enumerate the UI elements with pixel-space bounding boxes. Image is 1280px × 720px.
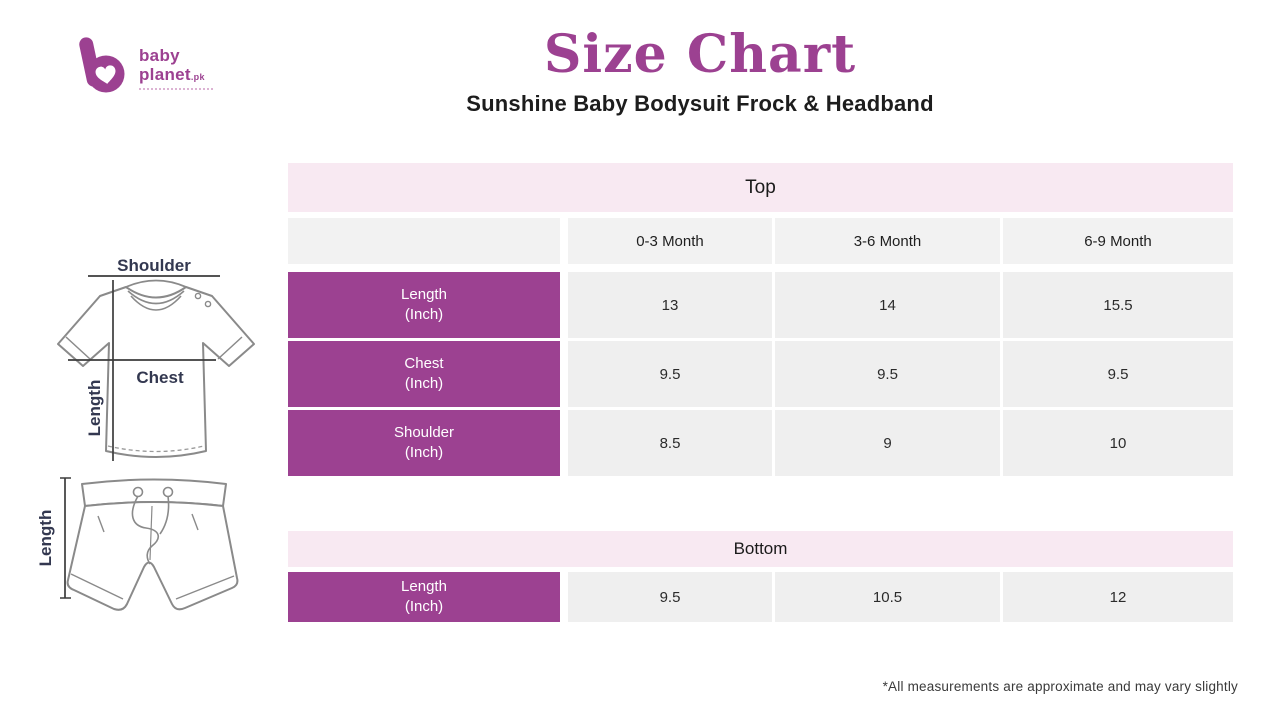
shirt-length-label: Length [85,380,104,437]
leg-cuff-seam [70,573,124,600]
top-section-title: Top [745,176,776,198]
tshirt-diagram: Shoulder Chest Length [57,256,255,461]
leg-cuff-seam [175,575,235,600]
value-cell: 9 [775,410,1000,476]
sleeve-cuff-seam [65,336,91,360]
chest-label: Chest [136,368,184,387]
value-cell: 13 [568,272,772,338]
drawstring [159,495,170,535]
value-cell: 15.5 [1003,272,1233,338]
collar-back-rib [125,279,187,288]
pocket-seam [191,513,199,531]
value-cell: 8.5 [568,410,772,476]
top-section-header: Top [288,163,1233,212]
table-row-length: Length (Inch) 13 14 15.5 [288,272,1233,338]
row-header-chest: Chest (Inch) [288,341,560,407]
value-cell: 9.5 [568,341,772,407]
column-header-6-9-month: 6-9 Month [1003,218,1233,264]
brand-wordmark: baby planet.pk [139,46,213,91]
drawstring-eyelet [162,486,174,498]
bottom-size-table: Bottom Length (Inch) 9.5 10.5 12 [288,531,1233,622]
row-header-length: Length (Inch) [288,272,560,338]
corner-cell [288,218,560,264]
column-header-0-3-month: 0-3 Month [568,218,772,264]
collar-rib [127,290,185,305]
tshirt-outline [57,286,255,458]
row-header-length: Length (Inch) [288,572,560,622]
shoulder-label: Shoulder [117,256,191,275]
brand-domain-suffix: .pk [190,72,205,83]
value-cell: 9.5 [1003,341,1233,407]
drawstring [131,495,159,565]
drawstring-eyelet [132,486,144,498]
value-cell: 12 [1003,572,1233,622]
table-row-bottom-length: Length (Inch) 9.5 10.5 12 [288,572,1233,622]
page-title: Size Chart [543,24,857,85]
logo-heart-icon [95,65,116,84]
snap-button-icon [194,292,202,300]
top-size-table: Top 0-3 Month 3-6 Month 6-9 Month Length… [288,163,1233,476]
page-heading: Size Chart Sunshine Baby Bodysuit Frock … [466,24,934,117]
column-header-row: 0-3 Month 3-6 Month 6-9 Month [288,218,1233,264]
shorts-length-label: Length [38,510,55,567]
brand-word-planet: planet.pk [139,65,205,85]
sleeve-cuff-seam [217,336,243,360]
table-row-chest: Chest (Inch) 9.5 9.5 9.5 [288,341,1233,407]
table-row-shoulder: Shoulder (Inch) 8.5 9 10 [288,410,1233,476]
logo-dotted-underline [139,88,213,91]
brand-logo: baby planet.pk [76,36,213,96]
column-header-3-6-month: 3-6 Month [775,218,1000,264]
product-name-subtitle: Sunshine Baby Bodysuit Frock & Headband [466,90,934,116]
baby-planet-b-icon [79,37,125,93]
snap-button-icon [204,300,212,308]
measurements-disclaimer: *All measurements are approximate and ma… [882,679,1238,694]
brand-word-baby: baby [139,46,180,65]
shorts-diagram: Length [38,477,239,611]
bottom-section-header: Bottom [288,531,1233,567]
value-cell: 9.5 [568,572,772,622]
collar-rib [130,295,182,311]
bottom-section-title: Bottom [733,539,788,558]
value-cell: 14 [775,272,1000,338]
value-cell: 10 [1003,410,1233,476]
row-header-shoulder: Shoulder (Inch) [288,410,560,476]
hem-stitch [107,445,205,453]
value-cell: 9.5 [775,341,1000,407]
center-seam [149,505,153,561]
pocket-seam [97,515,105,533]
value-cell: 10.5 [775,572,1000,622]
shorts-outline [66,501,239,611]
